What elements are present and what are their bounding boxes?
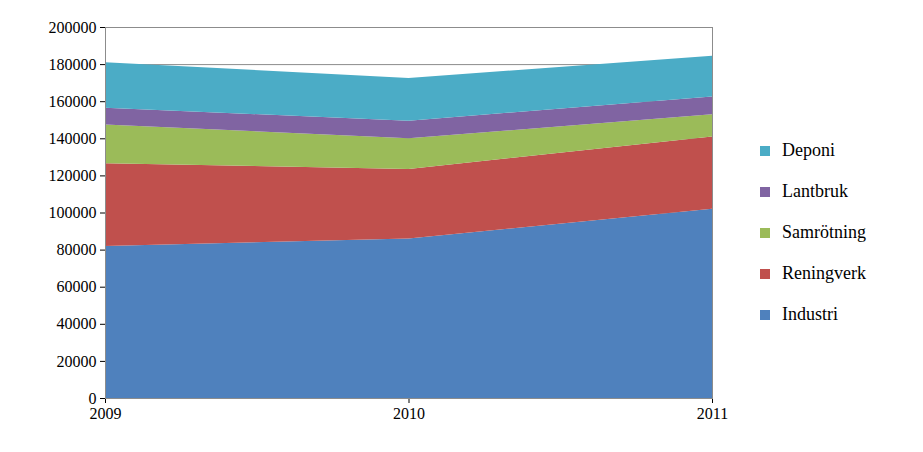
svg-text:80000: 80000 <box>57 241 97 258</box>
svg-text:2011: 2011 <box>697 405 728 422</box>
html-text:Reningverk: Reningverk <box>782 263 866 283</box>
svg-text:180000: 180000 <box>49 56 97 73</box>
html-text:Lantbruk: Lantbruk <box>782 181 848 201</box>
svg-text:100000: 100000 <box>49 204 97 221</box>
svg-text:140000: 140000 <box>49 130 97 147</box>
svg-text:0: 0 <box>88 389 97 407</box>
svg-text:2010: 2010 <box>393 405 425 422</box>
html-text:Deponi: Deponi <box>782 140 835 160</box>
svg-text:120000: 120000 <box>49 167 97 184</box>
svg-text:20000: 20000 <box>57 353 97 370</box>
svg-text:60000: 60000 <box>57 278 97 295</box>
html-text:Samrötning: Samrötning <box>782 222 866 242</box>
svg-text:2009: 2009 <box>90 405 122 422</box>
svg-text:40000: 40000 <box>57 315 97 332</box>
svg-text:160000: 160000 <box>49 93 97 110</box>
html-text:Industri: Industri <box>782 304 838 324</box>
svg-text:200000: 200000 <box>49 19 97 36</box>
